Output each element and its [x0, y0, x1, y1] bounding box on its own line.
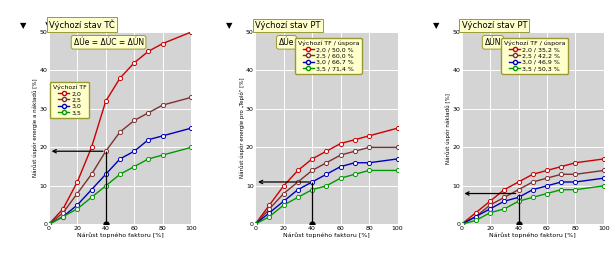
Text: ΔÚe: ΔÚe — [279, 38, 294, 47]
Legend: 2,0 / 35,2 %, 2,5 / 42,2 %, 3,0 / 46,9 %, 3,5 / 50,3 %: 2,0 / 35,2 %, 2,5 / 42,2 %, 3,0 / 46,9 %… — [501, 38, 568, 73]
Y-axis label: Nárůst úspór energie a nákladů [%]: Nárůst úspór energie a nákladů [%] — [32, 79, 38, 178]
Legend: 2,0 / 50,0 %, 2,5 / 60,0 %, 3,0 / 66,7 %, 3,5 / 71,4 %: 2,0 / 50,0 %, 2,5 / 60,0 %, 3,0 / 66,7 %… — [295, 38, 362, 73]
X-axis label: Nárůst topného faktoru [%]: Nárůst topného faktoru [%] — [77, 232, 163, 238]
Text: ΔÚN: ΔÚN — [484, 38, 501, 47]
X-axis label: Nárůst topného faktoru [%]: Nárůst topného faktoru [%] — [283, 232, 370, 238]
Text: ▼: ▼ — [432, 21, 439, 30]
Y-axis label: Nárůst úspór energie pro „Tepló“ [%]: Nárůst úspór energie pro „Tepló“ [%] — [239, 78, 245, 178]
Text: Výchozí stav TČ: Výchozí stav TČ — [49, 19, 115, 30]
X-axis label: Nárůst topného faktoru [%]: Nárůst topného faktoru [%] — [489, 232, 576, 238]
Text: ▼: ▼ — [20, 21, 26, 30]
Text: ΔÚe = ΔÚC = ΔÚN: ΔÚe = ΔÚC = ΔÚN — [74, 38, 143, 47]
Text: Výchozí stav PT: Výchozí stav PT — [255, 21, 321, 30]
Text: ▼: ▼ — [226, 21, 233, 30]
Text: Výchozí stav PT: Výchozí stav PT — [462, 21, 527, 30]
Legend: 2,0, 2,5, 3,0, 3,5: 2,0, 2,5, 3,0, 3,5 — [50, 82, 89, 118]
Y-axis label: Nárůst úspór nákladů [%]: Nárůst úspór nákladů [%] — [445, 93, 451, 164]
